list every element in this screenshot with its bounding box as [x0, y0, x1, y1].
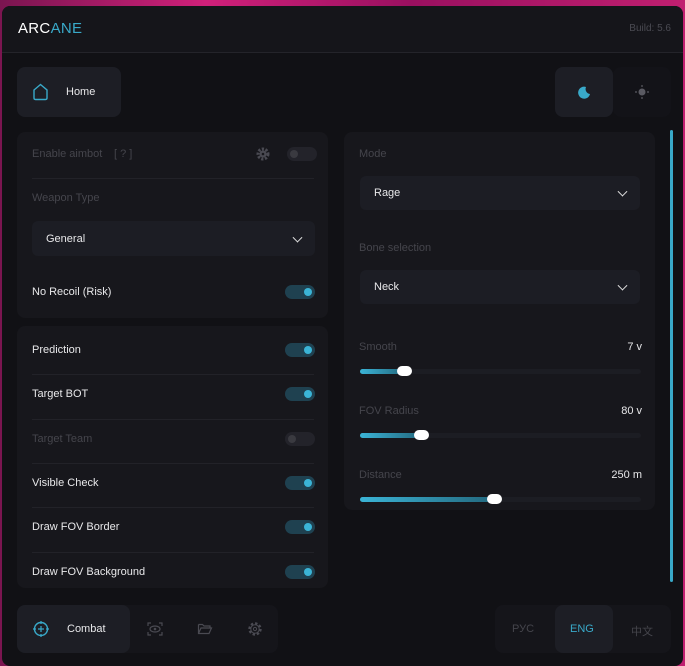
slider-value: 250 m — [611, 469, 642, 481]
divider — [32, 418, 314, 420]
divider — [32, 374, 314, 376]
divider — [32, 551, 314, 553]
lang-en: ENG — [570, 623, 594, 635]
weapon-type-select[interactable]: General — [32, 221, 315, 256]
settings-panel: Mode Rage Bone selection Neck Smooth 7 v… — [344, 132, 655, 510]
aimbot-panel: Enable aimbot [ ? ] Weapon Type General … — [17, 132, 328, 318]
options-panel: Prediction Target BOT Target Team Visible C… — [17, 326, 328, 588]
slider-fill — [360, 497, 495, 502]
bone-selection-select[interactable]: Neck — [360, 270, 640, 304]
slider-label: Smooth — [359, 341, 397, 353]
tab-visuals-eye-icon[interactable] — [147, 621, 163, 637]
home-icon — [33, 83, 48, 101]
slider-value: 7 v — [627, 341, 642, 353]
option-toggle[interactable] — [285, 387, 315, 402]
light-theme-button[interactable] — [613, 67, 671, 117]
option-toggle[interactable] — [285, 431, 315, 446]
option-toggle[interactable] — [285, 475, 315, 490]
option-label: Target BOT — [32, 388, 89, 401]
slider-label: Distance — [359, 469, 402, 481]
sun-icon — [635, 85, 649, 99]
footer-tabs: Combat — [17, 605, 278, 653]
build-version: Build: 5.6 — [629, 23, 671, 34]
divider — [32, 462, 314, 464]
option-label: Draw FOV Background — [32, 565, 146, 578]
lang-ru[interactable]: РУС — [512, 623, 535, 635]
chevron-down-icon — [617, 280, 628, 291]
chevron-down-icon — [617, 186, 628, 197]
weapon-type-value: General — [46, 232, 86, 245]
weapon-type-label: Weapon Type — [32, 192, 100, 204]
slider-track[interactable] — [360, 366, 641, 376]
scrollbar[interactable] — [670, 130, 673, 582]
lang-en-button[interactable]: ENG — [555, 605, 613, 653]
slider-thumb[interactable] — [413, 430, 429, 440]
aimbot-settings-gear-icon[interactable] — [256, 147, 270, 161]
enable-aimbot-toggle[interactable] — [287, 147, 317, 161]
slider-fill — [360, 369, 405, 374]
help-button[interactable]: [ ? ] — [114, 148, 133, 160]
enable-aimbot-label: Enable aimbot — [32, 148, 103, 160]
crosshair-icon — [33, 621, 49, 637]
home-button[interactable]: Home — [17, 67, 121, 117]
dark-theme-button[interactable] — [555, 67, 613, 117]
language-switcher: РУС ENG 中文 — [495, 605, 671, 653]
option-toggle[interactable] — [285, 343, 315, 357]
option-label: Draw FOV Border — [32, 521, 120, 534]
no-recoil-toggle[interactable] — [285, 285, 315, 299]
no-recoil-label: No Recoil (Risk) — [32, 286, 112, 298]
option-toggle[interactable] — [285, 520, 315, 535]
slider-label: FOV Radius — [359, 405, 419, 417]
bone-value: Neck — [374, 281, 400, 293]
tab-combat-label: Combat — [67, 623, 106, 635]
divider — [32, 507, 314, 509]
mode-label: Mode — [359, 148, 387, 160]
chevron-down-icon — [292, 232, 303, 243]
tab-combat[interactable]: Combat — [17, 605, 130, 653]
slider-thumb[interactable] — [396, 366, 412, 376]
mode-select[interactable]: Rage — [360, 176, 640, 210]
option-label: Prediction — [32, 344, 81, 356]
logo: ARCANE — [18, 20, 83, 37]
divider — [32, 178, 314, 179]
slider-fill — [360, 433, 422, 438]
option-toggle[interactable] — [285, 564, 315, 579]
mode-value: Rage — [374, 187, 401, 199]
option-label: Target Team — [32, 432, 93, 445]
option-label: Visible Check — [32, 476, 99, 489]
slider-track[interactable] — [360, 494, 641, 504]
tab-configs-folder-icon[interactable] — [197, 621, 213, 637]
app-window: ARCANE Build: 5.6 Home Enable aimbot [ ?… — [2, 6, 683, 666]
bone-selection-label: Bone selection — [359, 242, 432, 254]
slider-thumb[interactable] — [486, 494, 502, 504]
moon-icon — [578, 86, 590, 99]
home-label: Home — [66, 86, 96, 98]
tab-settings-gear-icon[interactable] — [247, 621, 263, 637]
lang-zh[interactable]: 中文 — [631, 626, 653, 638]
header: ARCANE Build: 5.6 — [2, 6, 683, 53]
slider-track[interactable] — [360, 430, 641, 440]
slider-value: 80 v — [621, 405, 642, 417]
